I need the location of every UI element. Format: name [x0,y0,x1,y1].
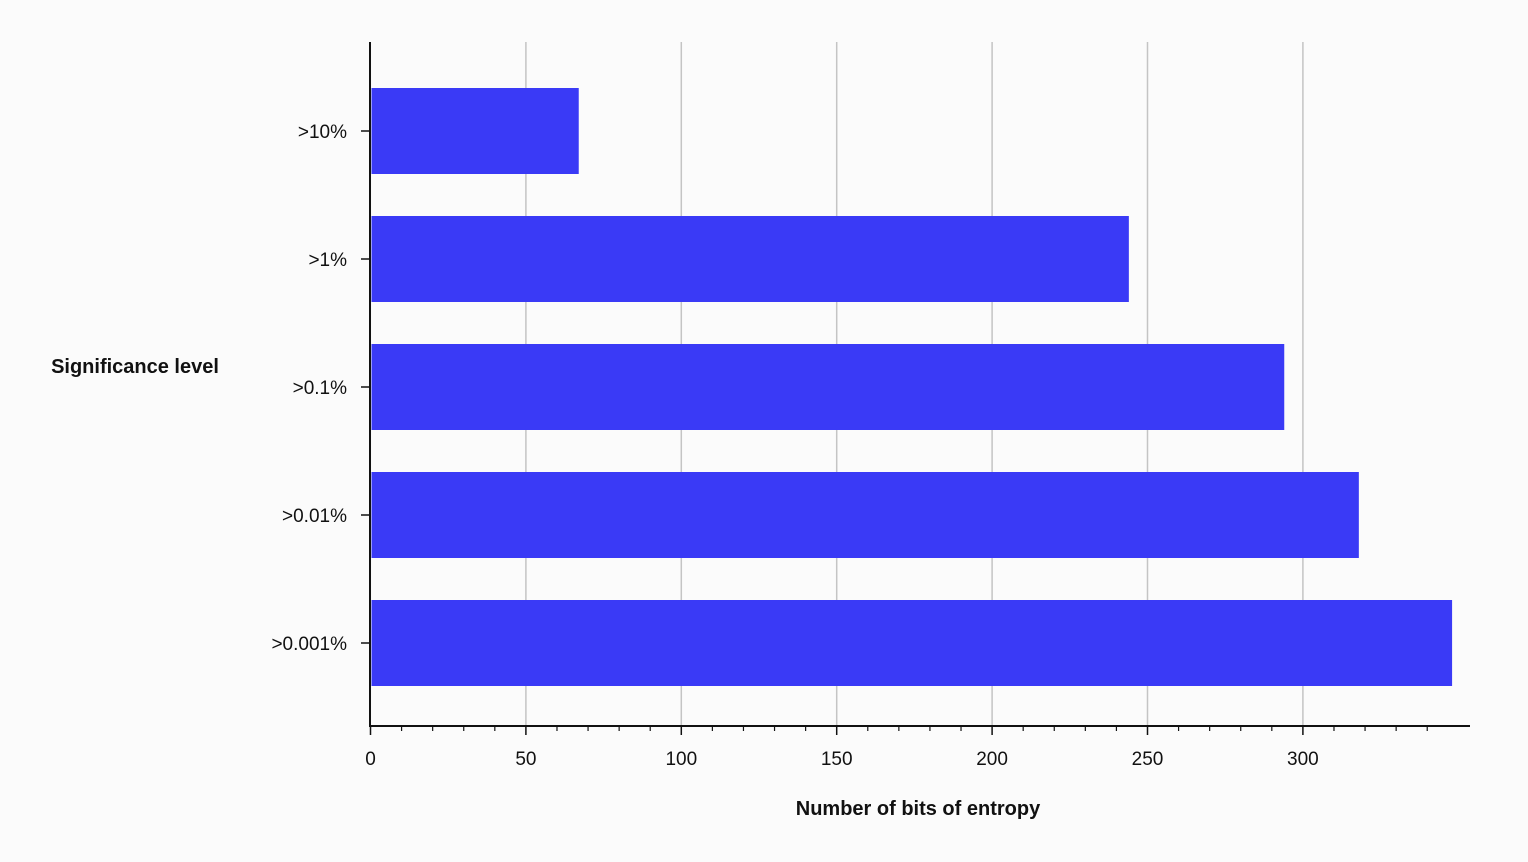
bar-3 [371,472,1359,558]
y-tick-label-4: >0.001% [271,634,347,655]
y-tick-label-0: >10% [298,122,347,143]
x-tick-label-150: 150 [821,749,853,770]
y-tick-label-3: >0.01% [282,506,347,527]
x-tick-label-0: 0 [365,749,376,770]
y-axis-title: Significance level [51,356,219,378]
bar-4 [371,600,1453,686]
bar-0 [371,88,579,174]
x-tick-label-200: 200 [976,749,1008,770]
x-axis-title: Number of bits of entropy [796,798,1041,820]
bar-1 [371,216,1129,302]
bars [371,88,1453,686]
bar-2 [371,344,1285,430]
x-tick-label-100: 100 [665,749,697,770]
ticks: >10% >1% >0.1% >0.01% >0.001% 0 50 100 150 200 250… [271,122,1428,770]
x-tick-label-300: 300 [1287,749,1319,770]
x-tick-label-250: 250 [1132,749,1164,770]
y-tick-label-1: >1% [308,250,347,271]
y-tick-label-2: >0.1% [293,378,348,399]
x-tick-label-50: 50 [515,749,536,770]
axes [369,42,1470,727]
